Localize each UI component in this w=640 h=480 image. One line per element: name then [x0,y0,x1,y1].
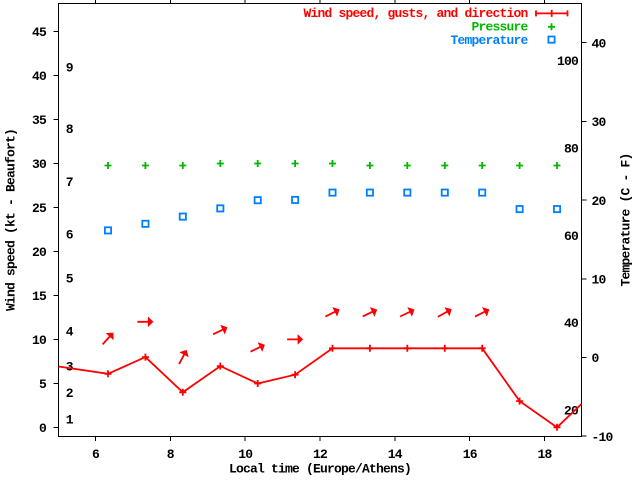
svg-text:6: 6 [92,447,100,462]
svg-text:20: 20 [564,404,579,419]
svg-text:10: 10 [32,333,47,348]
svg-text:Wind speed (kt - Beaufort): Wind speed (kt - Beaufort) [4,129,19,311]
svg-text:16: 16 [463,447,478,462]
svg-text:8: 8 [66,122,74,137]
svg-text:6: 6 [66,228,74,243]
svg-text:10: 10 [592,273,607,288]
svg-text:2: 2 [66,386,74,401]
svg-text:40: 40 [564,316,579,331]
svg-text:Temperature: Temperature [450,33,528,48]
svg-text:Pressure: Pressure [471,20,528,35]
svg-text:5: 5 [66,272,74,287]
svg-text:18: 18 [537,447,552,462]
svg-text:Temperature (C - F): Temperature (C - F) [619,153,634,286]
svg-text:8: 8 [167,447,175,462]
svg-text:35: 35 [32,113,47,128]
svg-text:9: 9 [66,60,74,75]
svg-text:25: 25 [32,201,47,216]
svg-text:40: 40 [32,69,47,84]
svg-text:Local time (Europe/Athens): Local time (Europe/Athens) [229,462,411,477]
svg-text:Wind speed, gusts, and directi: Wind speed, gusts, and direction [303,6,528,21]
svg-text:15: 15 [32,289,47,304]
svg-text:-10: -10 [592,430,614,445]
svg-text:80: 80 [564,141,579,156]
svg-text:30: 30 [32,157,47,172]
svg-text:60: 60 [564,229,579,244]
svg-text:20: 20 [32,245,47,260]
svg-text:1: 1 [66,412,74,427]
svg-text:14: 14 [388,447,403,462]
svg-text:7: 7 [66,175,73,190]
svg-text:100: 100 [557,54,579,69]
svg-text:40: 40 [592,36,607,51]
svg-text:3: 3 [66,360,74,375]
svg-text:45: 45 [32,25,47,40]
svg-text:0: 0 [592,351,600,366]
svg-text:5: 5 [39,377,47,392]
svg-text:30: 30 [592,115,607,130]
svg-text:20: 20 [592,194,607,209]
svg-text:10: 10 [238,447,253,462]
svg-text:12: 12 [313,447,328,462]
svg-text:4: 4 [66,324,74,339]
svg-text:0: 0 [39,421,47,436]
